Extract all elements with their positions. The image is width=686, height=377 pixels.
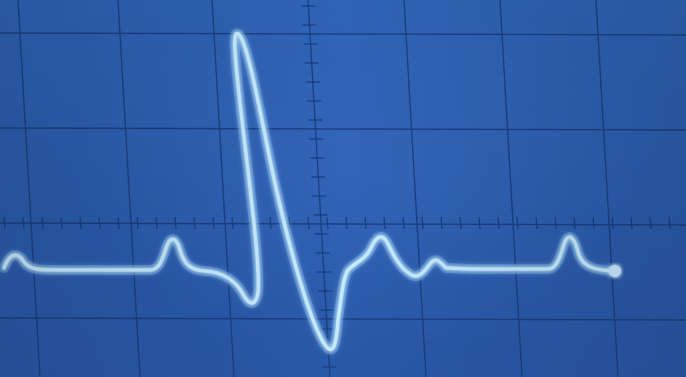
oscilloscope-display bbox=[0, 0, 686, 377]
screen-vignette bbox=[0, 0, 686, 377]
oscilloscope-screen bbox=[0, 0, 686, 377]
